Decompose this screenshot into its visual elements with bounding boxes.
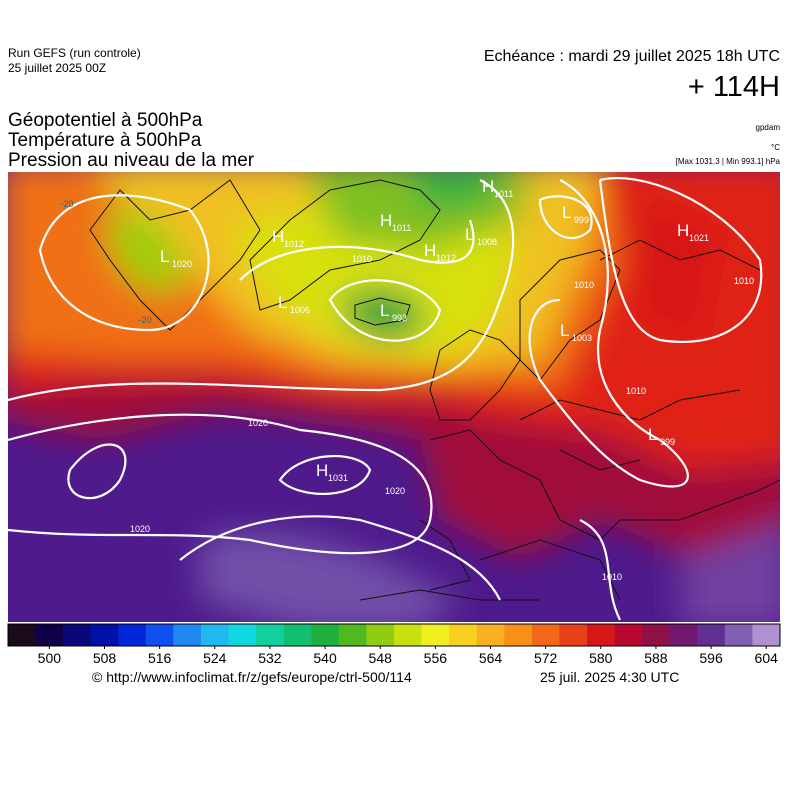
unit: gpdam: [756, 123, 781, 132]
system-pressure: 999: [574, 215, 589, 225]
run-label: Run GEFS (run controle): [8, 46, 141, 60]
colorbar-swatch: [145, 624, 174, 646]
colorbar-swatch: [366, 624, 395, 646]
contour-label: -20: [60, 199, 73, 209]
coastlines: [89, 179, 780, 601]
colorbar-swatch: [90, 624, 119, 646]
colorbar-swatch: [614, 624, 643, 646]
colorbar-swatch: [504, 624, 533, 646]
unit: [Max 1031.3 | Min 993.1] hPa: [676, 157, 781, 166]
colorbar-tick-label: 564: [479, 650, 503, 666]
system-pressure: 1012: [284, 239, 304, 249]
echeance: Echéance : mardi 29 juillet 2025 18h UTC: [484, 48, 780, 65]
colorbar-swatch: [8, 624, 36, 646]
contour-label: 1010: [626, 386, 646, 396]
colorbar-tick-label: 508: [93, 650, 117, 666]
colorbar-swatch: [283, 624, 312, 646]
system-symbol: H: [424, 241, 436, 260]
lead-time: + 114H: [688, 71, 780, 103]
system-symbol: H: [316, 461, 328, 480]
system-pressure: 1021: [689, 233, 709, 243]
contour-label: 1010: [352, 254, 372, 264]
title: Géopotentiel à 500hPa: [8, 110, 203, 131]
system-symbol: H: [677, 221, 689, 240]
contour-label: 1010: [574, 280, 594, 290]
colorbar-swatch: [256, 624, 285, 646]
system-symbol: L: [465, 225, 474, 244]
contour-label: 1010: [602, 572, 622, 582]
colorbar-swatch: [724, 624, 753, 646]
colorbar-swatch: [669, 624, 698, 646]
title: Température à 500hPa: [8, 130, 202, 151]
colorbar-swatch: [394, 624, 422, 646]
system-symbol: L: [562, 203, 571, 222]
colorbar-tick-label: 516: [148, 650, 172, 666]
contour-label: -20: [138, 315, 151, 325]
system-pressure: 1003: [572, 333, 592, 343]
colorbar-swatch: [559, 624, 588, 646]
system-pressure: 1006: [290, 305, 310, 315]
colorbar-swatch: [311, 624, 340, 646]
colorbar-swatch: [173, 624, 202, 646]
colorbar-swatch: [421, 624, 450, 646]
system-pressure: 993: [392, 313, 407, 323]
colorbar-swatch: [476, 624, 505, 646]
colorbar-swatch: [752, 624, 781, 646]
system-symbol: H: [272, 227, 284, 246]
colorbar-swatch: [642, 624, 671, 646]
colorbar-tick-label: 556: [424, 650, 448, 666]
colorbar-swatch: [35, 624, 64, 646]
system-pressure: 999: [660, 437, 675, 447]
colorbar-tick-label: 548: [369, 650, 393, 666]
contour-label: 1010: [734, 276, 754, 286]
system-pressure: 1020: [172, 259, 192, 269]
system-pressure: 1011: [494, 189, 513, 199]
colorbar-swatch: [201, 624, 229, 646]
colorbar-tick-label: 532: [258, 650, 282, 666]
title: Pression au niveau de la mer: [8, 150, 255, 171]
colorbar-swatch: [697, 624, 726, 646]
colorbar-tick-label: 588: [644, 650, 668, 666]
system-symbol: H: [482, 177, 494, 196]
colorbar-swatch: [587, 624, 615, 646]
system-symbol: H: [380, 211, 392, 230]
isobars: [8, 177, 763, 621]
system-symbol: L: [648, 425, 657, 444]
colorbar-swatch: [228, 624, 257, 646]
colorbar-tick-label: 596: [699, 650, 723, 666]
system-symbol: L: [560, 321, 569, 340]
system-pressure: 1031: [328, 473, 348, 483]
generated-time: 25 juil. 2025 4:30 UTC: [540, 669, 679, 685]
system-pressure: 1008: [477, 237, 497, 247]
colorbar-tick-label: 572: [534, 650, 558, 666]
colorbar-swatch: [118, 624, 147, 646]
colorbar-tick-label: 524: [203, 650, 227, 666]
colorbar-tick-label: 604: [755, 650, 779, 666]
colorbar-tick-label: 540: [313, 650, 337, 666]
system-symbol: L: [160, 247, 169, 266]
colorbar-swatch: [449, 624, 478, 646]
contour-label: 1020: [385, 486, 405, 496]
system-pressure: 1012: [436, 253, 456, 263]
colorbar-swatch: [338, 624, 367, 646]
source-url: © http://www.infoclimat.fr/z/gefs/europe…: [92, 669, 412, 685]
colorbar-tick-label: 580: [589, 650, 613, 666]
system-pressure: 1011: [392, 223, 411, 233]
colorbar-swatch: [531, 624, 560, 646]
colorbar-frame: [7, 623, 781, 647]
contour-label: 1020: [130, 524, 150, 534]
unit: °C: [771, 143, 780, 152]
contour-label: 1020: [248, 418, 268, 428]
system-symbol: L: [278, 293, 287, 312]
system-symbol: L: [380, 301, 389, 320]
colorbar-tick-label: 500: [38, 650, 62, 666]
colorbar-swatch: [63, 624, 92, 646]
run-date: 25 juillet 2025 00Z: [8, 61, 106, 75]
